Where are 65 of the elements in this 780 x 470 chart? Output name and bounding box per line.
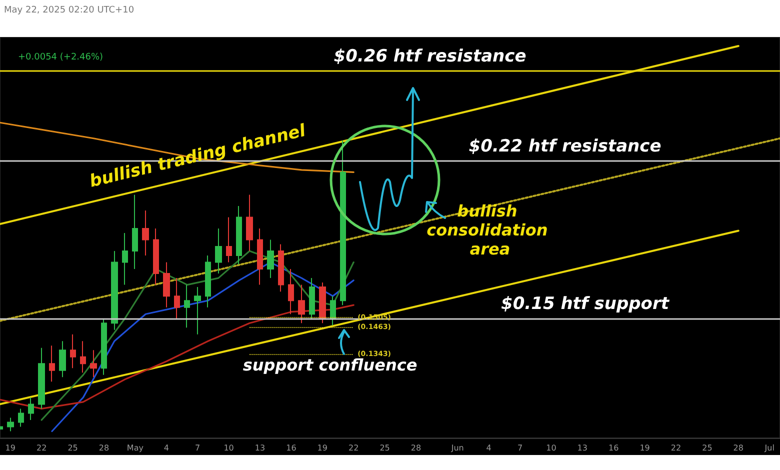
- x-tick-label: 13: [254, 444, 266, 452]
- candlestick: [18, 408, 24, 428]
- candlestick: [226, 216, 232, 263]
- candlestick: [7, 417, 14, 432]
- candlestick: [28, 396, 34, 420]
- text: May 22, 2025 02:20 UTC+10: [4, 6, 134, 16]
- candlestick: [163, 262, 170, 308]
- x-tick-label: 22: [36, 444, 47, 452]
- x-tick-label: 22: [670, 444, 682, 452]
- x-tick-label: 4: [486, 444, 492, 452]
- candlestick: [340, 140, 346, 306]
- x-tick-label: 13: [577, 444, 588, 452]
- x-tick-label: Jun: [450, 444, 464, 452]
- candlestick: [278, 244, 284, 292]
- candlestick: [246, 194, 253, 252]
- candlestick: [298, 284, 305, 324]
- annotation: support confluence: [242, 356, 418, 374]
- candlestick: [319, 282, 326, 324]
- candlestick: [142, 210, 149, 256]
- x-tick-label: 22: [348, 444, 359, 452]
- candlestick: [111, 250, 118, 330]
- x-tick-label: 19: [317, 444, 328, 452]
- x-tick-label: 19: [640, 444, 650, 452]
- candlestick: [194, 286, 201, 335]
- candlestick: [90, 350, 97, 378]
- x-tick-label: 7: [517, 444, 523, 452]
- x-tick-label: 10: [224, 444, 234, 452]
- x-tick-label: 25: [68, 444, 78, 452]
- candlestick: [59, 340, 66, 378]
- x-tick-label: 10: [546, 444, 556, 452]
- x-tick-label: 25: [702, 444, 712, 452]
- ref-line-label: $0.15 htf support: [501, 294, 670, 314]
- candlestick: [174, 278, 180, 320]
- candlestick: [80, 340, 86, 374]
- ref-line-label: $0.22 htf resistance: [468, 136, 662, 156]
- candlestick: [257, 228, 263, 286]
- x-tick-label: 19: [5, 444, 16, 452]
- x-tick-label: 28: [733, 444, 744, 452]
- candlestick: [330, 296, 336, 326]
- x-tick-label: 28: [98, 444, 110, 452]
- x-tick-label: 28: [410, 444, 422, 452]
- candlestick: [38, 347, 45, 410]
- annotation: bullish consolidation area: [426, 202, 554, 258]
- ref-line-label: $0.26 htf resistance: [334, 46, 526, 66]
- annotation: +0.0054 (+2.46%): [18, 52, 104, 62]
- x-tick-label: May: [126, 444, 144, 452]
- x-tick-label: 16: [608, 444, 619, 452]
- x-tick-label: 7: [195, 444, 200, 452]
- candlestick: [205, 255, 211, 308]
- candlestick: [236, 205, 242, 266]
- candlestick: [49, 345, 55, 382]
- candlestick: [184, 284, 190, 328]
- x-tick-label: 4: [164, 444, 169, 452]
- x-tick-label: 25: [380, 444, 390, 452]
- candlestick: [215, 228, 222, 274]
- candlestick: [70, 334, 76, 369]
- candlestick: [132, 194, 138, 270]
- x-tick-label: Jul: [764, 444, 774, 452]
- candlestick: [267, 239, 274, 279]
- candlestick: [101, 318, 107, 376]
- candlestick: [122, 232, 128, 286]
- candlestick: [153, 228, 159, 286]
- candlestick: [309, 278, 315, 320]
- candlestick: [288, 268, 294, 315]
- x-tick-label: 16: [286, 444, 296, 452]
